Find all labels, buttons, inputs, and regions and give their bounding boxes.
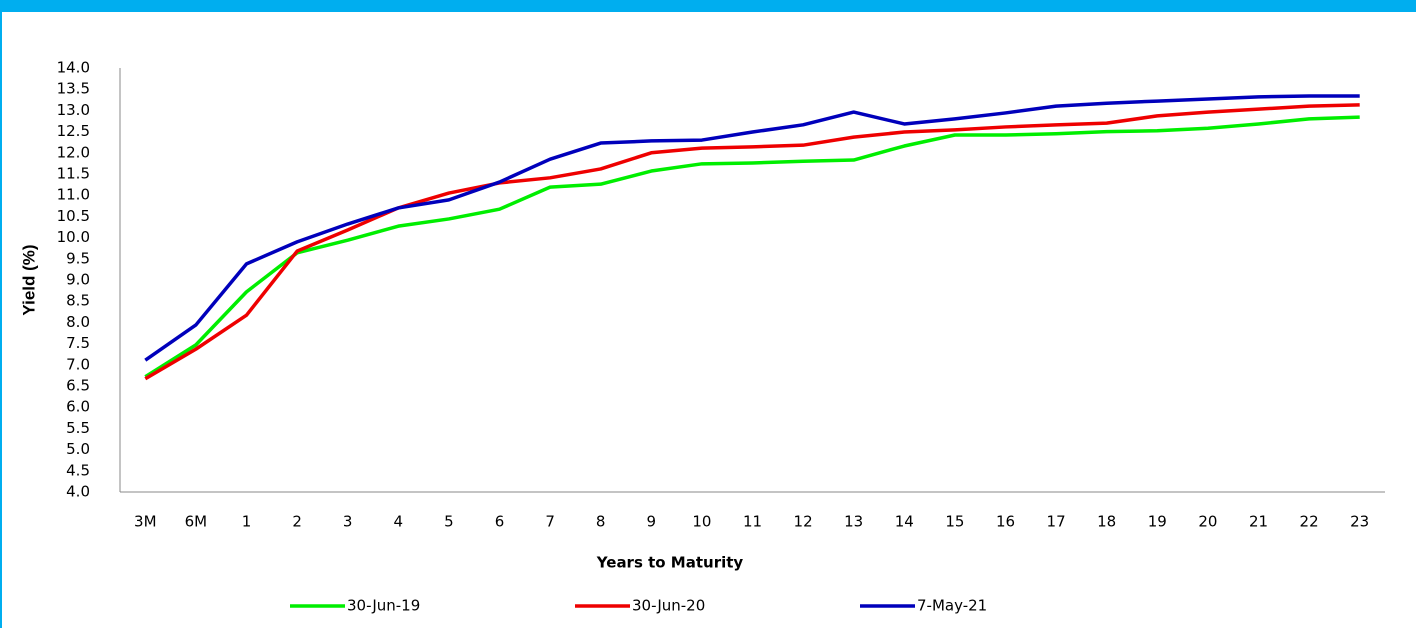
y-tick-label: 12.5 — [57, 122, 90, 140]
left-border — [0, 0, 2, 628]
y-tick-label: 5.5 — [66, 419, 90, 437]
y-tick-label: 4.0 — [66, 483, 90, 501]
y-tick-label: 6.0 — [66, 398, 90, 416]
y-tick-label: 13.0 — [57, 101, 90, 119]
x-tick-label: 20 — [1198, 513, 1217, 531]
x-tick-label: 3 — [343, 513, 353, 531]
x-tick-label: 6M — [185, 513, 208, 531]
y-tick-label: 7.5 — [66, 334, 90, 352]
x-tick-label: 9 — [647, 513, 657, 531]
y-tick-label: 7.0 — [66, 355, 90, 373]
x-tick-label: 15 — [945, 513, 964, 531]
y-tick-label: 14.0 — [57, 59, 90, 77]
x-tick-label: 14 — [895, 513, 914, 531]
x-tick-label: 11 — [743, 513, 762, 531]
x-tick-label: 4 — [394, 513, 404, 531]
y-tick-label: 8.5 — [66, 292, 90, 310]
y-axis-title: Yield (%) — [19, 244, 38, 315]
y-tick-label: 4.5 — [66, 461, 90, 479]
y-tick-label: 10.0 — [57, 228, 90, 246]
y-tick-label: 6.5 — [66, 377, 90, 395]
x-tick-label: 22 — [1300, 513, 1319, 531]
x-tick-label: 2 — [292, 513, 302, 531]
y-tick-label: 10.5 — [57, 207, 90, 225]
x-tick-label: 19 — [1148, 513, 1167, 531]
legend-label: 30-Jun-19 — [347, 597, 420, 615]
x-axis-title: Years to Maturity — [596, 554, 744, 572]
x-tick-label: 5 — [444, 513, 454, 531]
legend-label: 30-Jun-20 — [632, 597, 705, 615]
y-tick-label: 9.0 — [66, 271, 90, 289]
series-line — [144, 94, 1360, 362]
x-tick-label: 18 — [1097, 513, 1116, 531]
x-tick-label: 8 — [596, 513, 606, 531]
x-tick-label: 17 — [1047, 513, 1066, 531]
y-tick-label: 5.0 — [66, 440, 90, 458]
x-tick-label: 3M — [134, 513, 157, 531]
y-tick-label: 13.5 — [57, 80, 90, 98]
y-tick-label: 8.0 — [66, 313, 90, 331]
x-tick-label: 10 — [692, 513, 711, 531]
x-tick-label: 23 — [1350, 513, 1369, 531]
legend-label: 7-May-21 — [917, 597, 987, 615]
top-band — [0, 0, 1416, 12]
x-tick-label: 16 — [996, 513, 1015, 531]
y-tick-label: 12.0 — [57, 143, 90, 161]
y-tick-label: 11.5 — [57, 165, 90, 183]
x-tick-label: 21 — [1249, 513, 1268, 531]
x-tick-label: 13 — [844, 513, 863, 531]
series-line — [144, 103, 1360, 381]
series-line — [144, 115, 1360, 379]
y-tick-label: 9.5 — [66, 249, 90, 267]
x-tick-label: 12 — [794, 513, 813, 531]
x-tick-label: 1 — [242, 513, 252, 531]
x-tick-label: 7 — [545, 513, 555, 531]
x-tick-label: 6 — [495, 513, 505, 531]
y-tick-label: 11.0 — [57, 186, 90, 204]
